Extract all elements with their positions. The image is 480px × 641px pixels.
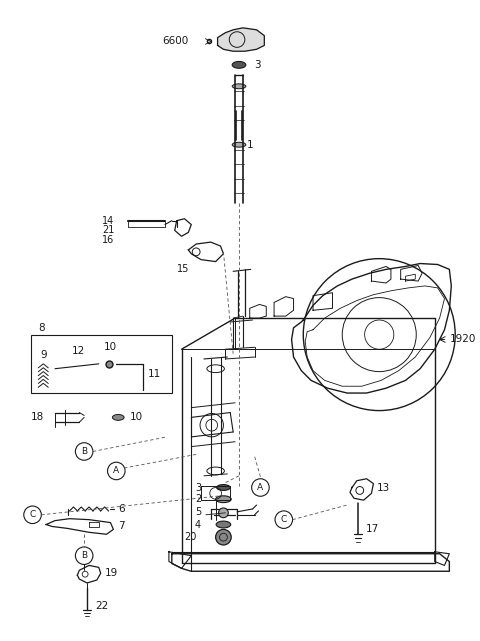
Text: 14: 14 [102, 215, 114, 226]
Circle shape [275, 511, 293, 528]
Text: 12: 12 [72, 346, 85, 356]
Ellipse shape [216, 485, 230, 490]
Text: 16: 16 [102, 235, 114, 245]
Ellipse shape [216, 495, 231, 503]
Text: B: B [81, 551, 87, 560]
Text: 10: 10 [104, 342, 117, 353]
Text: 3: 3 [254, 60, 261, 70]
Circle shape [75, 443, 93, 460]
Circle shape [75, 547, 93, 565]
Text: 8: 8 [38, 323, 45, 333]
Text: 3: 3 [195, 483, 201, 492]
Text: 17: 17 [366, 524, 379, 535]
Circle shape [252, 479, 269, 496]
Ellipse shape [112, 415, 124, 420]
Text: 2: 2 [195, 494, 201, 504]
Text: 1920: 1920 [449, 335, 476, 344]
Ellipse shape [232, 142, 246, 147]
Text: C: C [281, 515, 287, 524]
Circle shape [216, 529, 231, 545]
Ellipse shape [232, 62, 246, 69]
Text: A: A [257, 483, 264, 492]
Text: 13: 13 [377, 483, 391, 492]
Text: C: C [29, 510, 36, 519]
Text: 9: 9 [40, 350, 47, 360]
Text: 15: 15 [177, 264, 189, 274]
Text: 21: 21 [102, 226, 114, 235]
Text: 1: 1 [247, 140, 253, 150]
Text: 22: 22 [95, 601, 108, 612]
Text: 18: 18 [31, 412, 44, 422]
Text: 10: 10 [130, 412, 143, 422]
Text: 7: 7 [118, 522, 125, 531]
Circle shape [218, 508, 228, 518]
Text: 11: 11 [147, 369, 161, 379]
Ellipse shape [232, 84, 246, 88]
Text: 5: 5 [195, 507, 201, 517]
Text: 20: 20 [184, 532, 196, 542]
Text: 4: 4 [195, 519, 201, 529]
Text: 6: 6 [118, 504, 125, 514]
Text: 6600: 6600 [162, 37, 188, 47]
Text: 19: 19 [105, 568, 118, 578]
Text: B: B [81, 447, 87, 456]
Ellipse shape [216, 521, 231, 528]
Text: A: A [113, 467, 120, 476]
Polygon shape [217, 28, 264, 51]
Circle shape [24, 506, 41, 524]
Circle shape [108, 462, 125, 479]
